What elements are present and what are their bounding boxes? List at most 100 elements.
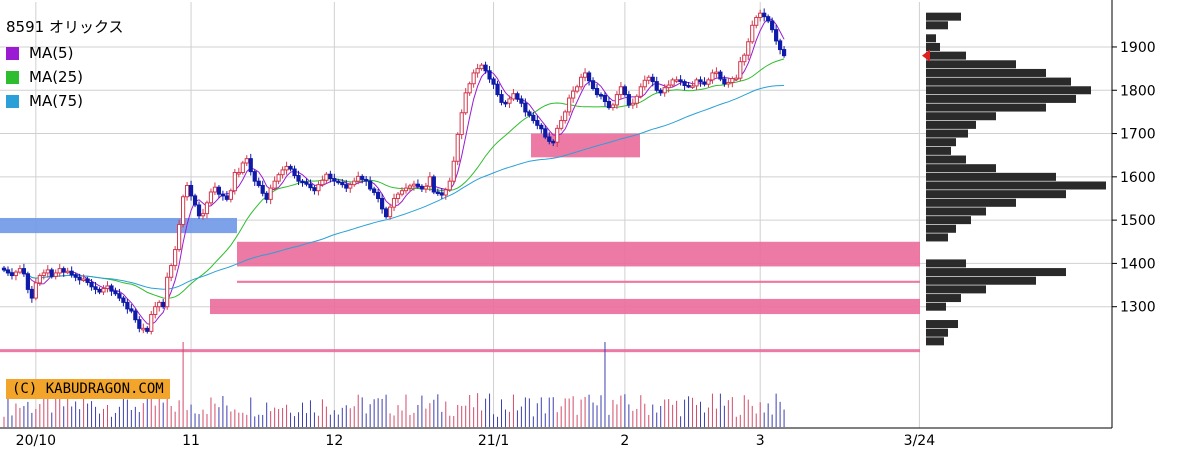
candle-body [495,83,500,96]
candle-body [224,195,229,200]
candle-body [184,184,190,198]
candle-body [145,327,150,332]
candle-body [559,120,564,129]
candle-body [344,184,349,189]
candle-body [228,190,233,200]
volume-profile-bar [926,138,956,147]
candle-body [503,101,508,105]
candle-body [686,84,691,88]
candle-body [535,120,540,126]
volume-profile-bar [926,328,948,337]
candle-body [376,191,381,199]
candle-body [181,196,186,225]
candle-body [352,180,357,186]
candle-body [682,81,687,86]
candle-body [714,71,719,75]
volume-profile-bar [926,233,948,242]
candle-body [471,72,476,85]
candle-body [61,268,66,273]
candle-body [698,79,703,83]
candle-body [77,276,82,281]
candle-body [742,54,747,63]
y-tick-label: 1900 [1120,40,1156,56]
candle-body [523,102,528,113]
candle-body [515,93,520,100]
candle-body [758,12,763,19]
volume-profile-bar [926,120,976,129]
y-tick-label: 1400 [1120,256,1156,272]
candle-body [626,94,631,106]
candle-body [511,93,516,100]
candle-body [125,301,130,310]
candle-body [312,187,317,192]
volume-profile-layer [926,12,1106,346]
x-tick-label: 21/1 [478,433,509,449]
candle-body [738,61,743,79]
resistance-band [0,217,237,234]
candle-body [272,180,277,189]
candle-body [268,187,273,200]
candle-body [1,267,7,271]
x-tick-label: 2 [620,433,629,449]
candle-body [368,180,373,190]
candle-body [133,310,138,321]
candle-body [177,223,182,251]
candle-body [141,327,146,331]
candle-body [718,71,723,80]
y-tick-label: 1700 [1120,127,1156,143]
candle-body [308,183,313,189]
volume-profile-bar [926,337,944,346]
candle-body [455,133,460,162]
candle-body [173,249,178,267]
candle-body [439,192,444,196]
candle-body [25,273,30,290]
candle-body [21,268,26,275]
candle-body [722,78,727,85]
candle-body [53,272,58,277]
volume-profile-bar [926,224,956,233]
candle-body [654,81,659,91]
candle-body [734,77,739,81]
candle-body [678,79,683,83]
candle-body [188,184,194,197]
candle-body [567,97,572,113]
x-tick-label: 12 [325,433,343,449]
candle-body [391,197,397,208]
volume-profile-bar [926,172,1056,181]
candle-body [300,180,305,184]
volume-profile-bar [926,51,966,60]
candle-body [598,94,604,97]
candle-body [196,204,202,217]
candle-body [204,202,210,215]
candle-body [320,179,325,186]
candle-body [113,290,118,295]
resistance-band [237,241,920,267]
candle-body [702,81,707,85]
candle-body [216,186,222,195]
volume-profile-bar [926,21,948,30]
volume-profile-bar [926,216,971,225]
candle-body [200,213,206,217]
candle-body [316,184,321,192]
candle-body [618,86,623,96]
candle-body [610,104,616,109]
candle-body [220,193,226,197]
candle-body [650,76,655,83]
candle-body [407,185,413,189]
ma5-swatch [6,46,19,60]
candle-body [252,171,257,182]
volume-profile-bar [926,94,1076,103]
candle-body [762,12,767,18]
volume-profile-bar [926,42,940,51]
candle-body [69,270,74,276]
ma75-swatch [6,94,19,108]
candle-body [726,81,731,85]
candle-body [256,180,261,186]
legend-label-ma75: MA(75) [29,92,83,110]
candle-body [419,185,424,190]
candle-body [161,301,166,308]
candle-body [383,208,389,218]
x-tick-label: 3/24 [904,433,936,449]
candle-body [435,191,440,194]
